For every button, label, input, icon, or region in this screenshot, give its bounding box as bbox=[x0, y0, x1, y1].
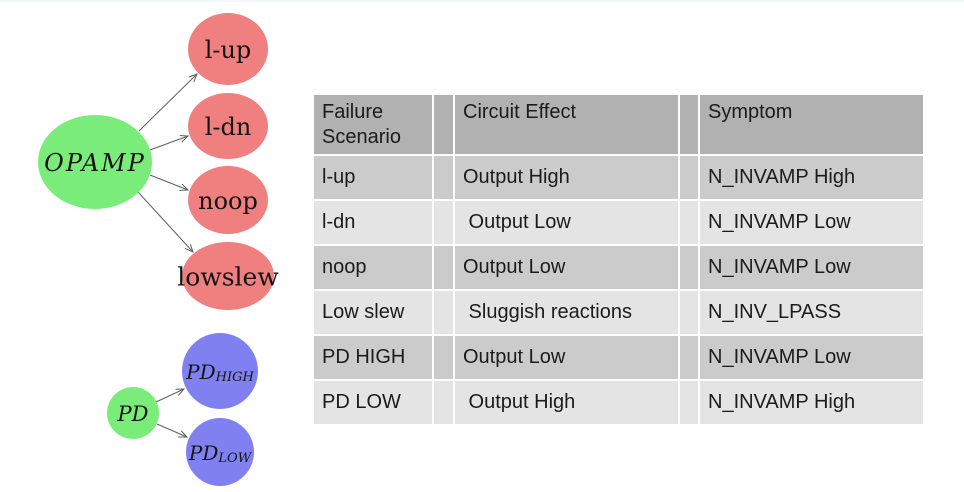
noop-node-label: noop bbox=[198, 187, 258, 215]
opamp-node bbox=[38, 115, 152, 209]
header-cell-failure-scenario: Failure Scenario bbox=[314, 95, 432, 154]
pd-tree: PD PDHIGH PDLOW bbox=[107, 333, 258, 486]
opamp-node-label: OPAMP bbox=[44, 149, 146, 177]
spacer-cell bbox=[680, 201, 698, 244]
edge-opamp-noop bbox=[149, 174, 188, 190]
cell-failure-scenario: PD LOW bbox=[314, 381, 432, 424]
spacer-cell bbox=[680, 246, 698, 289]
noop-node bbox=[188, 166, 268, 234]
pd-low-node bbox=[186, 418, 254, 486]
cell-symptom: N_INVAMP High bbox=[700, 156, 923, 199]
pd-node-label: PD bbox=[117, 402, 149, 426]
spacer-cell bbox=[434, 291, 453, 334]
cell-failure-scenario: Low slew bbox=[314, 291, 432, 334]
opamp-tree: OPAMP l-up l-dn noop lowslew bbox=[38, 13, 279, 310]
spacer-cell bbox=[434, 381, 453, 424]
pd-high-base: PD bbox=[185, 360, 216, 384]
header-cell-circuit-effect: Circuit Effect bbox=[455, 95, 678, 154]
cell-symptom: N_INV_LPASS bbox=[700, 291, 923, 334]
cell-circuit-effect: Output High bbox=[455, 156, 678, 199]
header-spacer-cell bbox=[434, 95, 453, 154]
cell-circuit-effect: Output High bbox=[455, 381, 678, 424]
spacer-cell bbox=[680, 336, 698, 379]
l-up-node bbox=[188, 13, 268, 85]
cell-circuit-effect: Output Low bbox=[455, 336, 678, 379]
spacer-cell bbox=[434, 336, 453, 379]
pd-low-subscript: LOW bbox=[217, 451, 252, 466]
failure-scenario-table: Failure Scenario Circuit Effect Symptom … bbox=[314, 95, 923, 424]
edge-opamp-ldn bbox=[149, 136, 188, 151]
pd-node bbox=[107, 387, 159, 439]
cell-symptom: N_INVAMP Low bbox=[700, 246, 923, 289]
l-dn-node-label: l-dn bbox=[205, 113, 252, 141]
cell-circuit-effect: Sluggish reactions bbox=[455, 291, 678, 334]
cell-failure-scenario: l-dn bbox=[314, 201, 432, 244]
spacer-cell bbox=[680, 156, 698, 199]
spacer-cell bbox=[680, 291, 698, 334]
cell-symptom: N_INVAMP Low bbox=[700, 201, 923, 244]
cell-symptom: N_INVAMP Low bbox=[700, 336, 923, 379]
lowslew-node-label: lowslew bbox=[177, 263, 279, 292]
pd-low-base: PD bbox=[188, 441, 219, 465]
pd-low-node-label: PDLOW bbox=[188, 441, 253, 466]
edge-opamp-lup bbox=[138, 74, 197, 132]
pd-high-subscript: HIGH bbox=[215, 370, 255, 385]
cell-failure-scenario: l-up bbox=[314, 156, 432, 199]
spacer-cell bbox=[434, 156, 453, 199]
failure-mode-diagram: OPAMP l-up l-dn noop lowslew PD PDHIGH P… bbox=[38, 13, 279, 486]
pd-high-node bbox=[182, 333, 258, 409]
spacer-cell bbox=[680, 381, 698, 424]
cell-failure-scenario: PD HIGH bbox=[314, 336, 432, 379]
header-cell-symptom: Symptom bbox=[700, 95, 923, 154]
window-top-border bbox=[0, 0, 964, 2]
l-dn-node bbox=[188, 93, 268, 159]
cell-symptom: N_INVAMP High bbox=[700, 381, 923, 424]
edge-opamp-lowslew bbox=[137, 191, 193, 252]
pd-high-node-label: PDHIGH bbox=[185, 360, 254, 385]
edge-pd-high bbox=[155, 389, 184, 403]
cell-circuit-effect: Output Low bbox=[455, 201, 678, 244]
spacer-cell bbox=[434, 246, 453, 289]
cell-failure-scenario: noop bbox=[314, 246, 432, 289]
spacer-cell bbox=[434, 201, 453, 244]
header-spacer-cell bbox=[680, 95, 698, 154]
lowslew-node bbox=[182, 242, 274, 310]
edge-pd-low bbox=[156, 423, 187, 437]
cell-circuit-effect: Output Low bbox=[455, 246, 678, 289]
l-up-node-label: l-up bbox=[205, 36, 252, 64]
